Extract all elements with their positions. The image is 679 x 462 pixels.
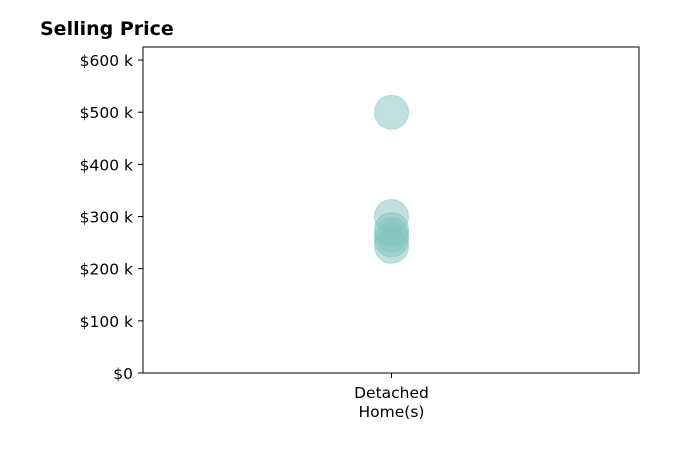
y-tick-label: $200 k [80, 261, 133, 279]
y-axis: $0 $100 k $200 k $300 k $400 k $500 k $600 k [80, 52, 143, 383]
y-tick-label: $100 k [80, 313, 133, 331]
data-point [374, 94, 409, 130]
y-tick-label: $300 k [80, 209, 133, 227]
data-points [374, 94, 409, 264]
y-tick-label: $0 [113, 365, 133, 383]
data-point [374, 228, 409, 264]
y-tick-label: $600 k [80, 52, 133, 70]
x-tick-label: Detached [354, 384, 429, 402]
y-tick-label: $500 k [80, 104, 133, 122]
chart-title: Selling Price [40, 18, 174, 40]
y-tick-label: $400 k [80, 156, 133, 174]
x-tick-label: Home(s) [359, 403, 425, 421]
